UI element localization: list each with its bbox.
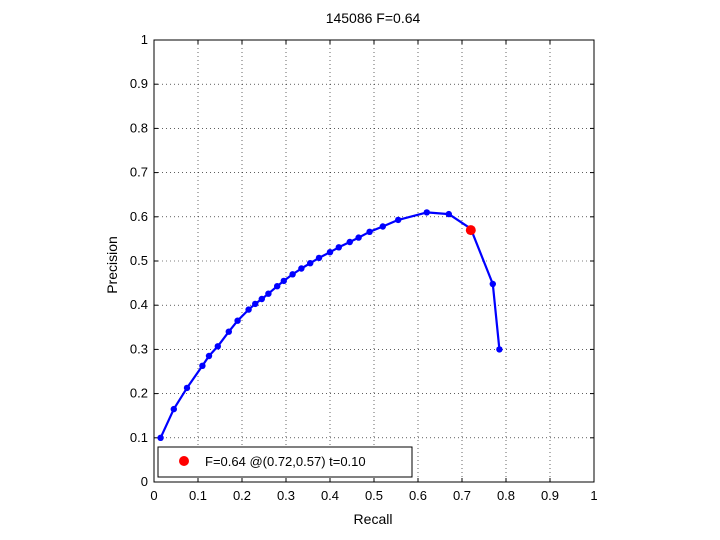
y-tick-labels: 0 0.1 0.2 0.3 0.4 0.5 0.6 0.7 0.8 0.9 1 xyxy=(130,32,148,489)
pr-curve-point xyxy=(289,271,296,278)
x-tick-label: 1 xyxy=(590,488,597,503)
pr-curve-point xyxy=(245,306,252,313)
x-tick-label: 0.1 xyxy=(189,488,207,503)
y-tick-label: 0.4 xyxy=(130,297,148,312)
legend-marker xyxy=(179,456,189,466)
pr-curve-point xyxy=(234,317,241,324)
y-tick-label: 0 xyxy=(141,474,148,489)
chart-title: 145086 F=0.64 xyxy=(326,10,421,26)
pr-curve-point xyxy=(298,265,305,272)
pr-curve-point xyxy=(199,362,206,369)
x-tick-label: 0.8 xyxy=(497,488,515,503)
y-tick-label: 0.2 xyxy=(130,386,148,401)
pr-curve-point xyxy=(183,384,191,392)
x-tick-label: 0.2 xyxy=(233,488,251,503)
pr-curve-point xyxy=(225,328,232,335)
pr-curve-point xyxy=(379,223,386,230)
pr-curve-point xyxy=(258,295,265,303)
pr-curve-point xyxy=(423,209,430,216)
y-tick-label: 0.7 xyxy=(130,165,148,180)
y-tick-label: 0.1 xyxy=(130,430,148,445)
pr-curve-point xyxy=(346,238,353,246)
pr-curve-point xyxy=(496,346,503,353)
x-tick-labels: 0 0.1 0.2 0.3 0.4 0.5 0.6 0.7 0.8 0.9 1 xyxy=(150,488,597,503)
pr-curve-point xyxy=(274,283,281,290)
pr-curve-point xyxy=(280,277,287,285)
pr-curve-point xyxy=(315,254,323,262)
pr-curve-point xyxy=(355,234,362,241)
x-tick-label: 0.9 xyxy=(541,488,559,503)
legend-box xyxy=(157,446,413,478)
series-group xyxy=(157,209,503,441)
axis-ticks xyxy=(153,39,595,483)
pr-curve-point xyxy=(489,280,496,288)
y-axis-title: Precision xyxy=(104,236,120,294)
pr-curve-point xyxy=(265,290,272,297)
x-tick-label: 0.3 xyxy=(277,488,295,503)
pr-curve-point xyxy=(170,405,177,413)
y-tick-label: 0.8 xyxy=(130,120,148,135)
x-tick-label: 0.6 xyxy=(409,488,427,503)
pr-curve-point xyxy=(335,244,342,251)
pr-curve-line xyxy=(159,211,501,439)
pr-curve-point xyxy=(326,249,334,256)
best-point-group xyxy=(465,225,476,236)
x-tick-label: 0 xyxy=(150,488,157,503)
y-tick-label: 0.9 xyxy=(130,76,148,91)
pr-curve-point xyxy=(445,210,452,218)
legend-label: F=0.64 @(0.72,0.57) t=0.10 xyxy=(205,454,366,469)
y-tick-label: 0.5 xyxy=(130,253,148,268)
pr-curve-point xyxy=(395,216,402,224)
pr-curve-point xyxy=(366,228,373,235)
best-f-point xyxy=(465,225,476,236)
pr-curve-point xyxy=(205,352,213,360)
y-tick-label: 1 xyxy=(141,32,148,47)
grid xyxy=(154,40,594,482)
pr-curve-point xyxy=(252,300,259,308)
pr-curve-point xyxy=(307,260,314,267)
y-tick-label: 0.6 xyxy=(130,209,148,224)
y-tick-label: 0.3 xyxy=(130,341,148,356)
x-tick-label: 0.4 xyxy=(321,488,339,503)
pr-curve-point xyxy=(214,343,221,350)
legend: F=0.64 @(0.72,0.57) t=0.10 xyxy=(157,446,413,478)
x-tick-label: 0.7 xyxy=(453,488,471,503)
x-tick-label: 0.5 xyxy=(365,488,383,503)
pr-curve-point xyxy=(157,434,164,441)
x-axis-title: Recall xyxy=(354,511,393,527)
